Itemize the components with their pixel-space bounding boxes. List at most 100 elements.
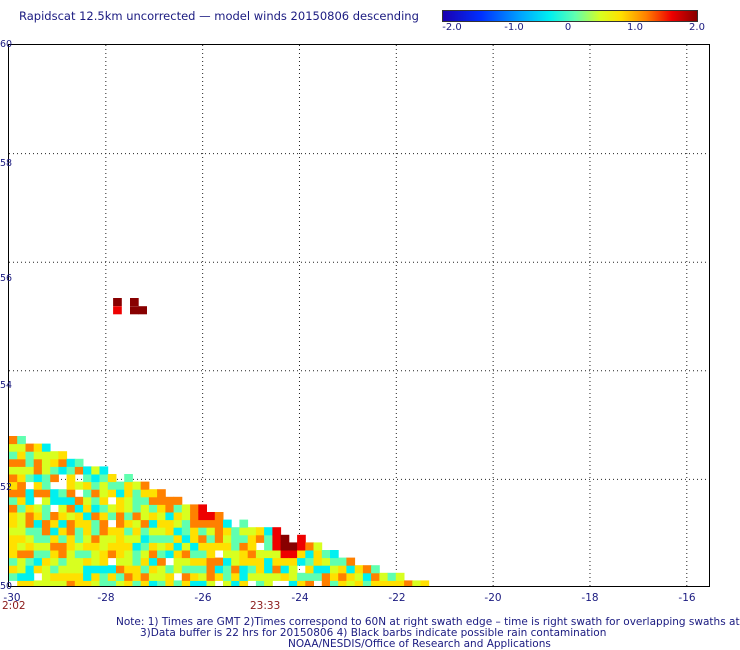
lat-label-58: 58 (0, 158, 13, 169)
wind-cell (387, 580, 397, 586)
wind-cell (107, 481, 117, 490)
wind-cell (264, 542, 273, 551)
wind-cell (255, 580, 265, 586)
wind-cell (239, 565, 249, 574)
wind-cell (214, 527, 224, 536)
wind-cell (41, 580, 51, 586)
wind-cell (83, 565, 92, 574)
wind-cell (66, 474, 76, 483)
wind-cell (132, 572, 142, 581)
wind-cell (66, 527, 76, 536)
wind-cell (412, 580, 421, 586)
wind-cell (41, 542, 51, 551)
wind-cell (9, 504, 18, 513)
wind-cell (132, 534, 142, 543)
wind-cell (190, 534, 199, 543)
wind-cell (132, 527, 142, 536)
wind-cell (387, 572, 397, 581)
wind-cell (132, 519, 142, 528)
wind-cell (91, 572, 100, 581)
wind-cell (91, 474, 100, 483)
wind-cell (25, 458, 35, 467)
wind-cell (74, 512, 84, 521)
wind-cell (206, 542, 216, 551)
wind-cell (330, 572, 339, 581)
wind-cell (99, 534, 109, 543)
wind-cell (313, 572, 323, 581)
wind-cell (66, 458, 76, 467)
wind-cell (9, 436, 18, 445)
wind-cell (91, 557, 100, 566)
wind-cell (50, 512, 59, 521)
wind-cell (181, 580, 191, 586)
wind-cell (247, 550, 257, 559)
wind-cell (247, 534, 257, 543)
wind-cell (83, 489, 92, 498)
wind-cell (74, 550, 84, 559)
wind-cell (280, 572, 290, 581)
wind-cell (124, 496, 133, 505)
wind-cell (116, 519, 125, 528)
wind-cell (41, 443, 51, 452)
wind-cell (140, 527, 150, 536)
wind-cell (223, 527, 232, 536)
wind-cell (33, 481, 43, 490)
wind-cell (91, 489, 100, 498)
wind-cell (198, 512, 207, 521)
wind-cell (107, 550, 117, 559)
wind-cell (165, 512, 175, 521)
wind-cell (9, 534, 18, 543)
wind-cell (173, 557, 183, 566)
lon-label-16: -16 (678, 592, 696, 604)
wind-cell (148, 512, 158, 521)
wind-cell (148, 542, 158, 551)
wind-cell (288, 565, 298, 574)
wind-cell (305, 550, 314, 559)
wind-cell (58, 466, 68, 475)
wind-cell (321, 580, 331, 586)
wind-cell (50, 550, 59, 559)
lat-label-54: 54 (0, 380, 13, 391)
wind-cell (255, 565, 265, 574)
wind-cell (107, 474, 117, 483)
wind-cell (33, 512, 43, 521)
wind-cell (297, 550, 306, 559)
wind-cell (83, 481, 92, 490)
lat-label-52: 52 (0, 482, 13, 493)
wind-cell (206, 512, 216, 521)
wind-cell (206, 519, 216, 528)
wind-cell (33, 489, 43, 498)
wind-cell (107, 504, 117, 513)
lon-label-24: -24 (291, 592, 309, 604)
wind-cell (41, 489, 51, 498)
wind-cell (272, 527, 282, 536)
wind-cell (91, 542, 100, 551)
wind-cell (321, 572, 331, 581)
wind-cell (25, 512, 35, 521)
wind-cell (124, 489, 133, 498)
wind-cell (272, 542, 282, 551)
wind-cell (190, 580, 199, 586)
wind-cell (264, 565, 273, 574)
wind-cell (41, 481, 51, 490)
wind-cell (214, 565, 224, 574)
wind-cell (247, 572, 257, 581)
wind-cell (66, 534, 76, 543)
wind-cell (280, 557, 290, 566)
wind-cell (50, 489, 59, 498)
wind-cell (17, 542, 26, 551)
wind-cell (124, 474, 133, 483)
wind-cell (288, 550, 298, 559)
wind-cell (181, 512, 191, 521)
wind-cell (346, 557, 356, 566)
wind-cell (321, 565, 331, 574)
wind-cell (58, 512, 68, 521)
wind-cell (362, 580, 372, 586)
wind-cell (58, 519, 68, 528)
wind-cell (173, 527, 183, 536)
wind-cell (297, 572, 306, 581)
wind-cell (190, 527, 199, 536)
wind-cell (99, 572, 109, 581)
wind-cell (264, 572, 273, 581)
wind-cell (264, 557, 273, 566)
